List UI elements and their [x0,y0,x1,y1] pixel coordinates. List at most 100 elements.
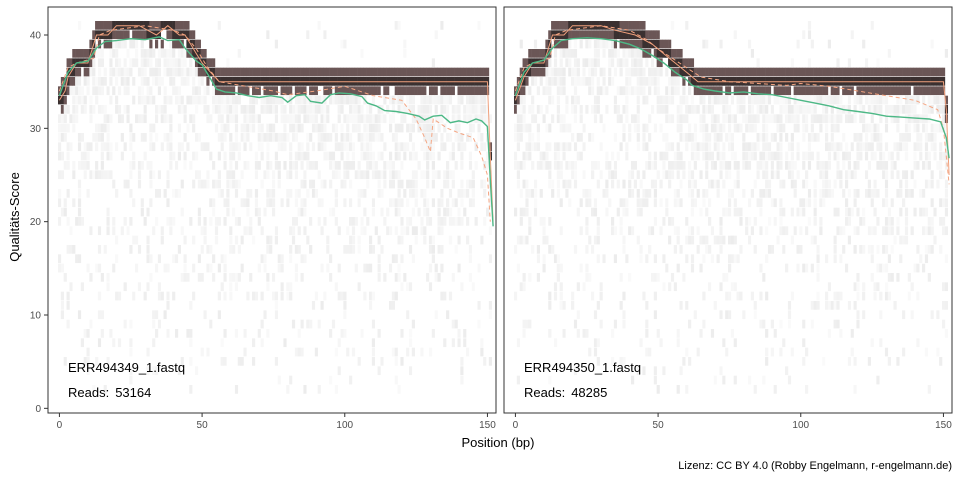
y-tick-label: 0 [35,404,41,415]
heatmap-tile [619,142,623,152]
heatmap-tile [813,189,817,198]
heatmap-tile [426,142,430,152]
heatmap-tile [457,142,461,152]
heatmap-tile [189,357,193,366]
heatmap-tile [252,114,256,124]
heatmap-tile [548,291,552,301]
heatmap-tile [639,49,643,58]
heatmap-tile [69,86,73,96]
heatmap-tile [693,151,697,161]
heatmap-tile [842,226,846,236]
heatmap-tile [608,161,612,170]
heatmap-tile [548,95,552,105]
heatmap-tile [329,151,333,161]
heatmap-tile [867,86,871,96]
heatmap-tile [611,179,615,189]
heatmap-tile [223,95,227,105]
heatmap-tile [673,189,677,198]
heatmap-tile [394,95,398,105]
heatmap-tile [591,86,595,96]
heatmap-tile [446,95,450,105]
heatmap-tile [873,282,877,292]
heatmap-tile [329,254,333,264]
heatmap-tile [431,58,435,68]
heatmap-tile [528,123,532,133]
heatmap-tile [670,21,675,30]
heatmap-tile [169,77,173,86]
heatmap-tile [542,67,546,77]
heatmap-tile [713,301,717,310]
heatmap-tile [676,385,680,394]
heatmap-tile [157,189,162,198]
heatmap-tile [611,77,615,86]
heatmap-tile [513,291,518,301]
heatmap-tile [303,226,307,236]
heatmap-tile [827,67,832,77]
heatmap-tile [60,105,64,114]
heatmap-tile [565,105,569,114]
heatmap-tile [822,95,826,105]
heatmap-tile [408,151,413,161]
heatmap-tile [317,198,321,208]
heatmap-tile [776,67,780,77]
heatmap-tile [226,189,230,198]
heatmap-tile [656,39,660,49]
heatmap-tile [668,86,672,96]
heatmap-tile [323,133,327,142]
heatmap-tile [366,67,370,77]
heatmap-tile [129,67,133,77]
heatmap-tile [254,151,259,161]
heatmap-tile [340,67,344,77]
heatmap-tile [349,105,353,114]
heatmap-tile [243,329,247,338]
heatmap-tile [197,67,201,77]
heatmap-tile [291,226,296,236]
heatmap-tile [400,254,404,264]
heatmap-tile [337,67,341,77]
heatmap-tile [924,86,929,96]
heatmap-tile [579,105,583,114]
heatmap-tile [907,189,911,198]
heatmap-tile [825,161,829,170]
heatmap-tile [454,67,458,77]
heatmap-tile [750,226,754,236]
heatmap-tile [408,245,413,254]
heatmap-tile [904,114,909,124]
heatmap-tile [317,170,321,180]
heatmap-tile [553,161,558,170]
heatmap-tile [522,105,526,114]
heatmap-tile [642,170,646,180]
heatmap-tile [140,161,144,170]
heatmap-tile [377,179,381,189]
heatmap-tile [249,67,253,77]
heatmap-tile [269,189,273,198]
heatmap-tile [884,170,889,180]
heatmap-tile [596,77,600,86]
heatmap-tile [753,217,757,226]
heatmap-tile [916,142,920,152]
heatmap-tile [317,67,321,77]
heatmap-tile [750,291,754,301]
heatmap-tile [890,114,894,124]
heatmap-tile [605,21,609,30]
file-label-right: ERR494350_1.fastq [524,360,641,375]
heatmap-tile [802,319,806,329]
heatmap-tile [180,67,184,77]
heatmap-tile [137,179,142,189]
heatmap-tile [713,142,717,152]
heatmap-tile [733,161,737,170]
heatmap-tile [522,319,526,329]
heatmap-tile [648,114,652,124]
heatmap-tile [571,77,575,86]
heatmap-tile [796,151,800,161]
heatmap-tile [380,357,384,366]
heatmap-tile [893,301,897,310]
heatmap-tile [92,30,96,40]
heatmap-tile [899,235,903,245]
heatmap-tile [77,254,82,264]
heatmap-tile [146,366,150,376]
heatmap-tile [916,95,920,105]
heatmap-tile [779,67,783,77]
heatmap-tile [394,207,398,217]
heatmap-tile [89,105,93,114]
